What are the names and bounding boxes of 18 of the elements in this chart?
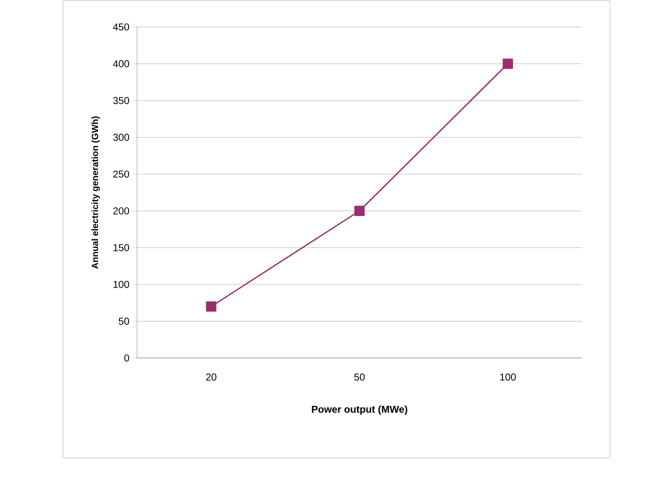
x-tick-label: 50 bbox=[354, 374, 365, 381]
y-tick-label: 350 bbox=[113, 97, 130, 104]
y-tick-label: 450 bbox=[113, 23, 130, 31]
x-tick-label: 20 bbox=[206, 374, 216, 381]
y-axis-title: Annual electricity generation (GWh) bbox=[91, 116, 100, 269]
point bbox=[354, 206, 365, 216]
point bbox=[206, 301, 216, 312]
y-tick-label: 250 bbox=[113, 170, 130, 178]
y-tick-label: 50 bbox=[118, 318, 130, 325]
y-tick-label: 400 bbox=[113, 60, 130, 68]
y-tick-label: 100 bbox=[114, 280, 130, 288]
y-tick-label: 200 bbox=[113, 207, 130, 214]
x-axis-title: Power output (MWe) bbox=[312, 405, 408, 415]
y-tick-label: 300 bbox=[113, 134, 130, 141]
y-tick-label: 0 bbox=[124, 354, 130, 362]
y-tick-label: 150 bbox=[114, 244, 130, 252]
point bbox=[502, 58, 513, 69]
x-tick-label: 100 bbox=[500, 374, 516, 381]
